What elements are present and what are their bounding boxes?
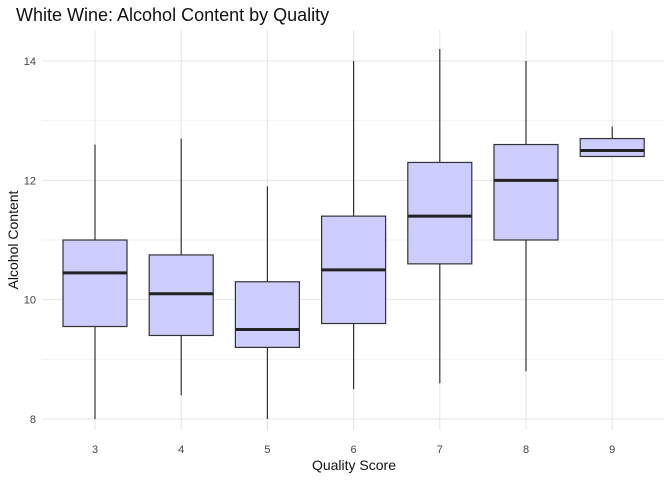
box-iqr [407, 161, 473, 265]
x-tick-label: 6 [351, 444, 357, 456]
y-tick-label: 12 [24, 175, 36, 187]
box-iqr [579, 137, 645, 158]
box-quality-6 [321, 61, 387, 390]
y-tick-label: 10 [24, 295, 36, 307]
box-quality-7 [407, 49, 473, 384]
y-axis-ticks: 8 10 12 14 [24, 56, 36, 426]
x-tick-label: 3 [92, 444, 98, 456]
boxes [62, 49, 645, 419]
box-quality-9 [579, 126, 645, 158]
x-axis-ticks: 3 4 5 6 7 8 9 [92, 444, 615, 456]
x-tick-label: 4 [178, 444, 184, 456]
y-tick-label: 14 [24, 56, 36, 68]
box-quality-8 [493, 61, 559, 372]
box-quality-4 [148, 138, 214, 396]
box-quality-3 [62, 144, 128, 419]
box-iqr [493, 143, 559, 241]
x-tick-label: 9 [609, 444, 615, 456]
box-quality-5 [234, 186, 300, 419]
x-tick-label: 8 [523, 444, 529, 456]
x-tick-label: 7 [437, 444, 443, 456]
x-tick-label: 5 [264, 444, 270, 456]
y-axis-title: Alcohol Content [5, 190, 21, 289]
chart-title: White Wine: Alcohol Content by Quality [16, 5, 329, 25]
x-axis-title: Quality Score [312, 457, 396, 473]
box-iqr [234, 281, 300, 348]
y-tick-label: 8 [30, 414, 36, 426]
box-iqr [62, 239, 128, 328]
